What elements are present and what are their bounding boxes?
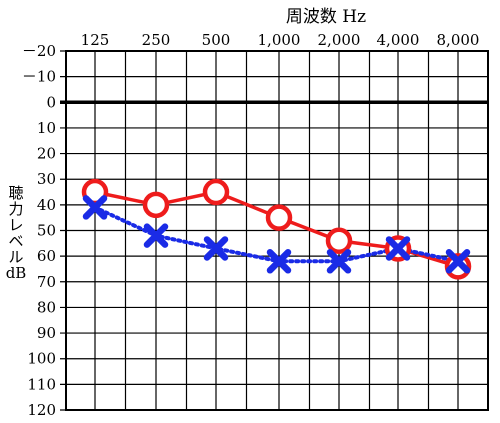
point-x: [326, 249, 352, 274]
y-tick-label: 120: [27, 401, 56, 419]
point-x: [203, 236, 229, 261]
y-tick-label: 40: [37, 196, 56, 214]
x-axis-ticks: 125 250 500 1,000 2,000 4,000 8,000: [81, 31, 480, 49]
y-axis-label-char: 聴: [8, 184, 23, 202]
chart-title: 周波数 Hz: [286, 7, 366, 27]
point-x: [82, 195, 108, 220]
x-tick-label: 125: [81, 31, 110, 49]
point-circle: [444, 253, 472, 280]
x-tick-label: 4,000: [377, 31, 420, 49]
y-axis-label-char: ベ: [8, 232, 23, 250]
y-tick-label: 0: [46, 93, 56, 111]
y-axis-label-char: ル: [8, 248, 23, 266]
x-tick-label: 2,000: [318, 31, 361, 49]
x-tick-label: 500: [202, 31, 231, 49]
y-tick-label: 30: [37, 170, 56, 188]
y-tick-label: 100: [27, 350, 56, 368]
x-tick-label: 1,000: [258, 31, 301, 49]
y-tick-label: 110: [27, 375, 56, 393]
y-axis-label-char: dB: [6, 264, 27, 282]
y-tick-label: 70: [37, 273, 56, 291]
y-tick-label: －20: [22, 42, 56, 60]
y-tick-label: 80: [37, 298, 56, 316]
y-tick-label: 50: [37, 222, 56, 240]
grid: [60, 50, 489, 411]
y-axis-label-char: 力: [8, 200, 23, 218]
point-circle: [325, 227, 353, 255]
point-circle: [265, 204, 293, 231]
point-circle: [202, 178, 230, 206]
point-x: [143, 223, 169, 248]
x-tick-label: 8,000: [437, 31, 480, 49]
y-tick-label: 20: [37, 145, 56, 163]
point-circle: [142, 191, 170, 219]
y-tick-label: 90: [37, 324, 56, 342]
point-x: [266, 249, 292, 274]
series: [81, 178, 472, 280]
y-tick-label: －10: [22, 68, 56, 86]
y-tick-label: 60: [37, 247, 56, 265]
point-x: [385, 236, 411, 261]
y-tick-label: 10: [37, 119, 56, 137]
x-tick-label: 250: [142, 31, 171, 49]
point-x: [445, 249, 471, 274]
y-axis-ticks: －20 －10 0 10 20 30 40 50 60 70 80 90 100 110 120: [22, 42, 56, 419]
y-axis-label-char: レ: [8, 216, 23, 234]
